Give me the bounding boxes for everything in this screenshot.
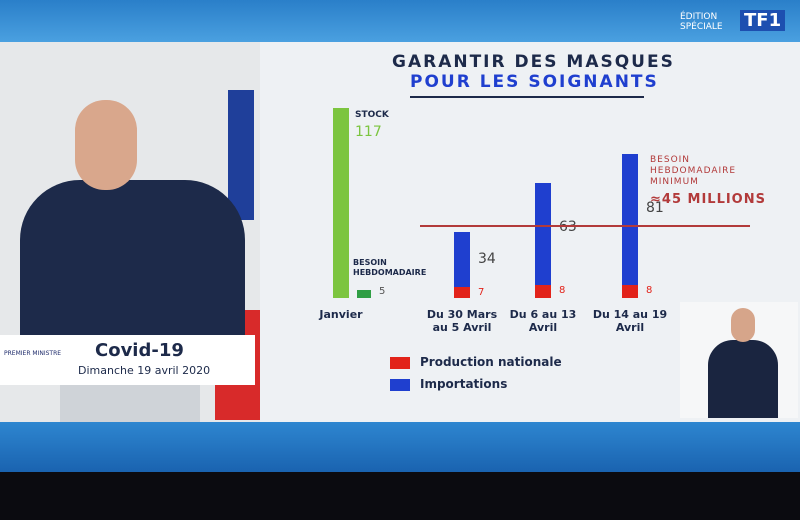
- need-bar: [357, 289, 371, 298]
- top-band: [0, 0, 800, 42]
- legend-swatch: [390, 379, 410, 391]
- bar-segment: [622, 153, 638, 286]
- reference-line: [420, 225, 750, 228]
- lower-third-date: Dimanche 19 avril 2020: [78, 364, 211, 377]
- title-rule: [410, 96, 644, 98]
- interpreter-body: [708, 340, 778, 418]
- bar-segment: [622, 285, 638, 298]
- speaker-head: [75, 100, 137, 190]
- lectern: [60, 385, 200, 422]
- org-label: PREMIER MINISTRE: [4, 350, 62, 357]
- chart-subtitle: POUR LES SOIGNANTS: [410, 72, 659, 92]
- bar-segment: [454, 286, 470, 298]
- x-tick-label: Janvier: [319, 308, 363, 321]
- value-label: 7: [478, 286, 485, 298]
- need-value: 5: [379, 286, 386, 297]
- bar-segment: [535, 182, 551, 286]
- lower-third-title: Covid-19: [95, 340, 184, 361]
- x-tick-label: Du 30 Mars au 5 Avril: [426, 308, 498, 334]
- lower-third: [0, 335, 255, 385]
- stock-value: 117: [355, 124, 382, 141]
- value-label: 8: [646, 285, 653, 297]
- legend-swatch: [390, 357, 410, 369]
- bar-segment: [454, 231, 470, 287]
- need-label: BESOIN HEBDOMADAIRE: [353, 258, 427, 277]
- interpreter-head: [731, 308, 755, 342]
- speaker-body: [20, 180, 245, 340]
- stock-bar: [333, 108, 349, 298]
- reference-value: ≈45 MILLIONS: [650, 192, 766, 207]
- x-tick-label: Du 6 au 13 Avril: [509, 308, 577, 334]
- channel-logo: TF1: [740, 10, 786, 31]
- bar-segment: [535, 285, 551, 298]
- reference-label: BESOIN HEBDOMADAIRE MINIMUM: [650, 155, 737, 187]
- bottom-band: [0, 422, 800, 472]
- chart-title: GARANTIR DES MASQUES: [392, 52, 675, 72]
- legend-label: Production nationale: [420, 355, 562, 369]
- x-tick-label: Du 14 au 19 Avril: [592, 308, 668, 334]
- value-label: 34: [478, 250, 496, 267]
- legend-label: Importations: [420, 377, 508, 391]
- stock-label: STOCK: [355, 110, 389, 121]
- flag: [228, 90, 254, 220]
- value-label: 81: [646, 199, 664, 216]
- value-label: 8: [559, 285, 566, 297]
- edition-label: ÉDITION SPÉCIALE: [680, 12, 723, 32]
